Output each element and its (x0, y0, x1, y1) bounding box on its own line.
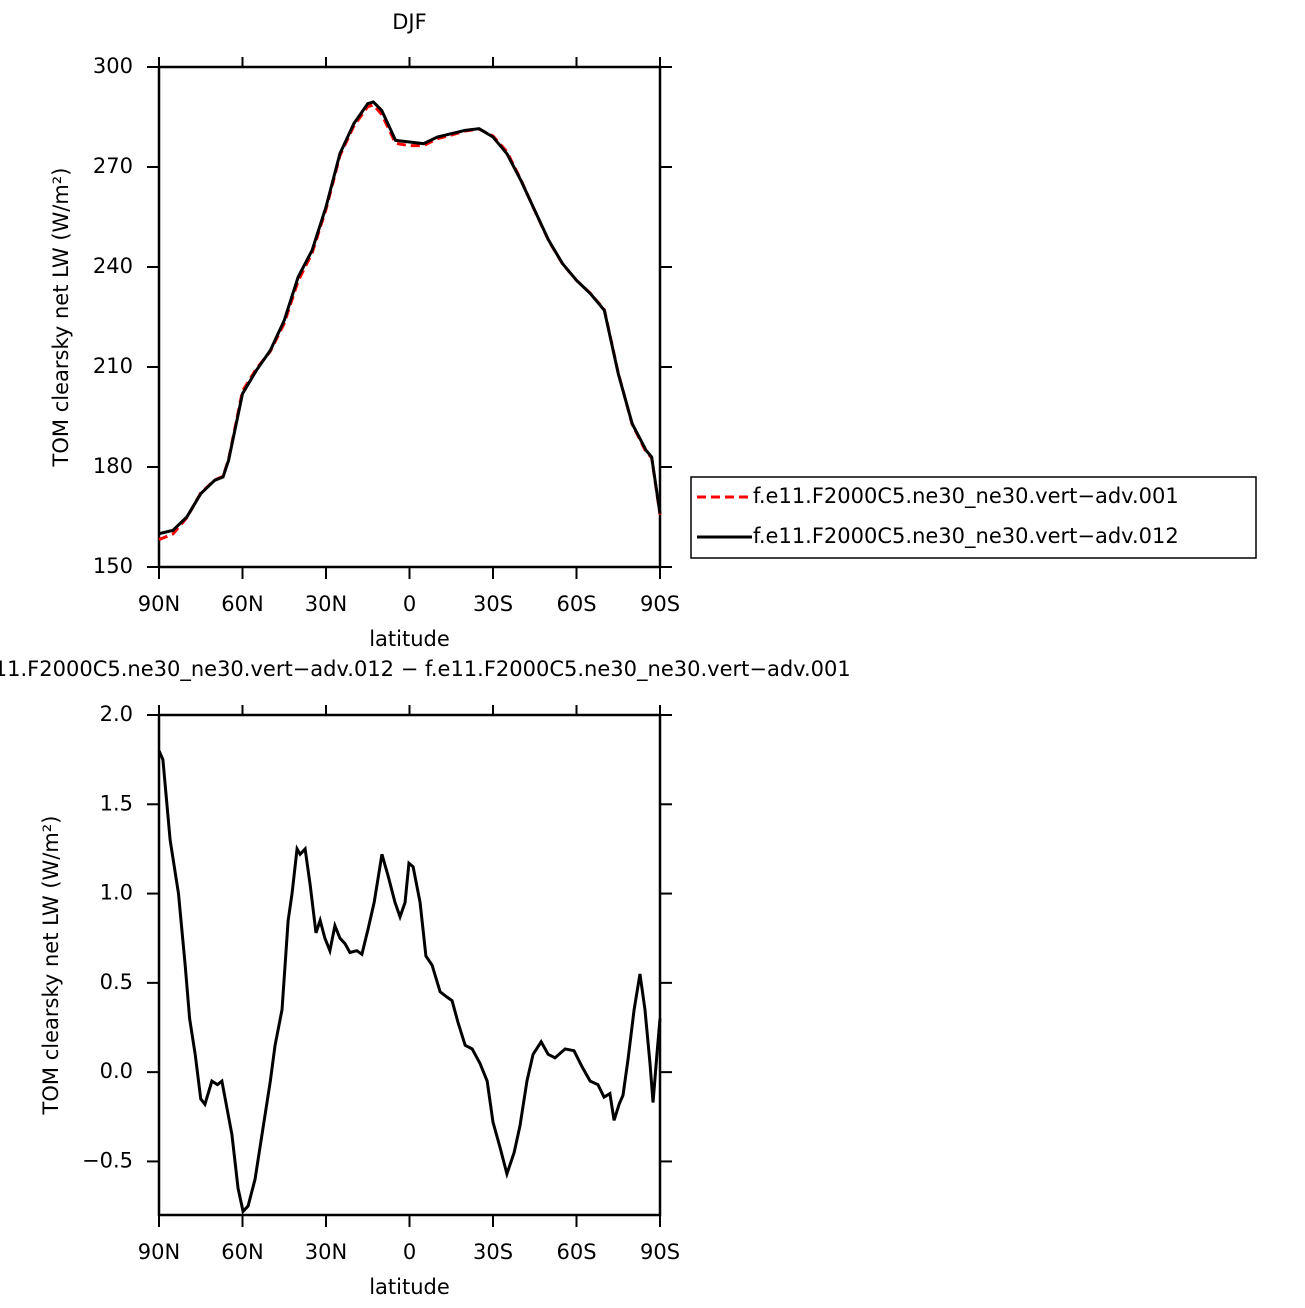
y-axis-label: TOM clearsky net LW (W/m²) (39, 816, 63, 1116)
y-tick-label: 1.5 (100, 791, 133, 815)
x-tick-label: 60N (221, 592, 263, 616)
x-axis-label: latitude (369, 627, 450, 651)
legend-label: f.e11.F2000C5.ne30_ne30.vert−adv.012 (753, 524, 1179, 549)
y-tick-label: 210 (93, 354, 133, 378)
x-tick-label: 90N (138, 1240, 180, 1264)
data-line (157, 750, 662, 1215)
x-tick-label: 30S (473, 1240, 513, 1264)
y-tick-label: 1.0 (100, 881, 133, 905)
y-tick-label: 180 (93, 454, 133, 478)
chart-title: f.e11.F2000C5.ne30_ne30.vert−adv.012 − f… (0, 657, 851, 682)
plot-frame (157, 713, 662, 1217)
x-tick-label: 30S (473, 592, 513, 616)
legend-box (690, 476, 1257, 559)
y-tick-label: 300 (93, 54, 133, 78)
x-tick-label: 60N (221, 1240, 263, 1264)
y-tick-label: −0.5 (82, 1148, 133, 1172)
x-tick-label: 0 (403, 592, 416, 616)
x-tick-label: 60S (556, 1240, 596, 1264)
y-tick-label: 270 (93, 154, 133, 178)
y-tick-label: 150 (93, 554, 133, 578)
y-tick-label: 0.5 (100, 970, 133, 994)
x-tick-label: 0 (403, 1240, 416, 1264)
x-tick-label: 60S (556, 592, 596, 616)
x-axis-label: latitude (369, 1275, 450, 1299)
x-tick-label: 30N (305, 592, 347, 616)
chart-title: DJF (392, 10, 426, 34)
data-line (158, 100, 662, 536)
y-tick-label: 2.0 (100, 702, 133, 726)
legend-label: f.e11.F2000C5.ne30_ne30.vert−adv.001 (753, 484, 1179, 509)
data-line (158, 103, 662, 542)
x-tick-label: 30N (305, 1240, 347, 1264)
y-axis-label: TOM clearsky net LW (W/m²) (49, 168, 73, 468)
y-tick-label: 0.0 (100, 1059, 133, 1083)
x-tick-label: 90S (640, 592, 680, 616)
y-tick-label: 240 (93, 254, 133, 278)
x-tick-label: 90N (138, 592, 180, 616)
x-tick-label: 90S (640, 1240, 680, 1264)
